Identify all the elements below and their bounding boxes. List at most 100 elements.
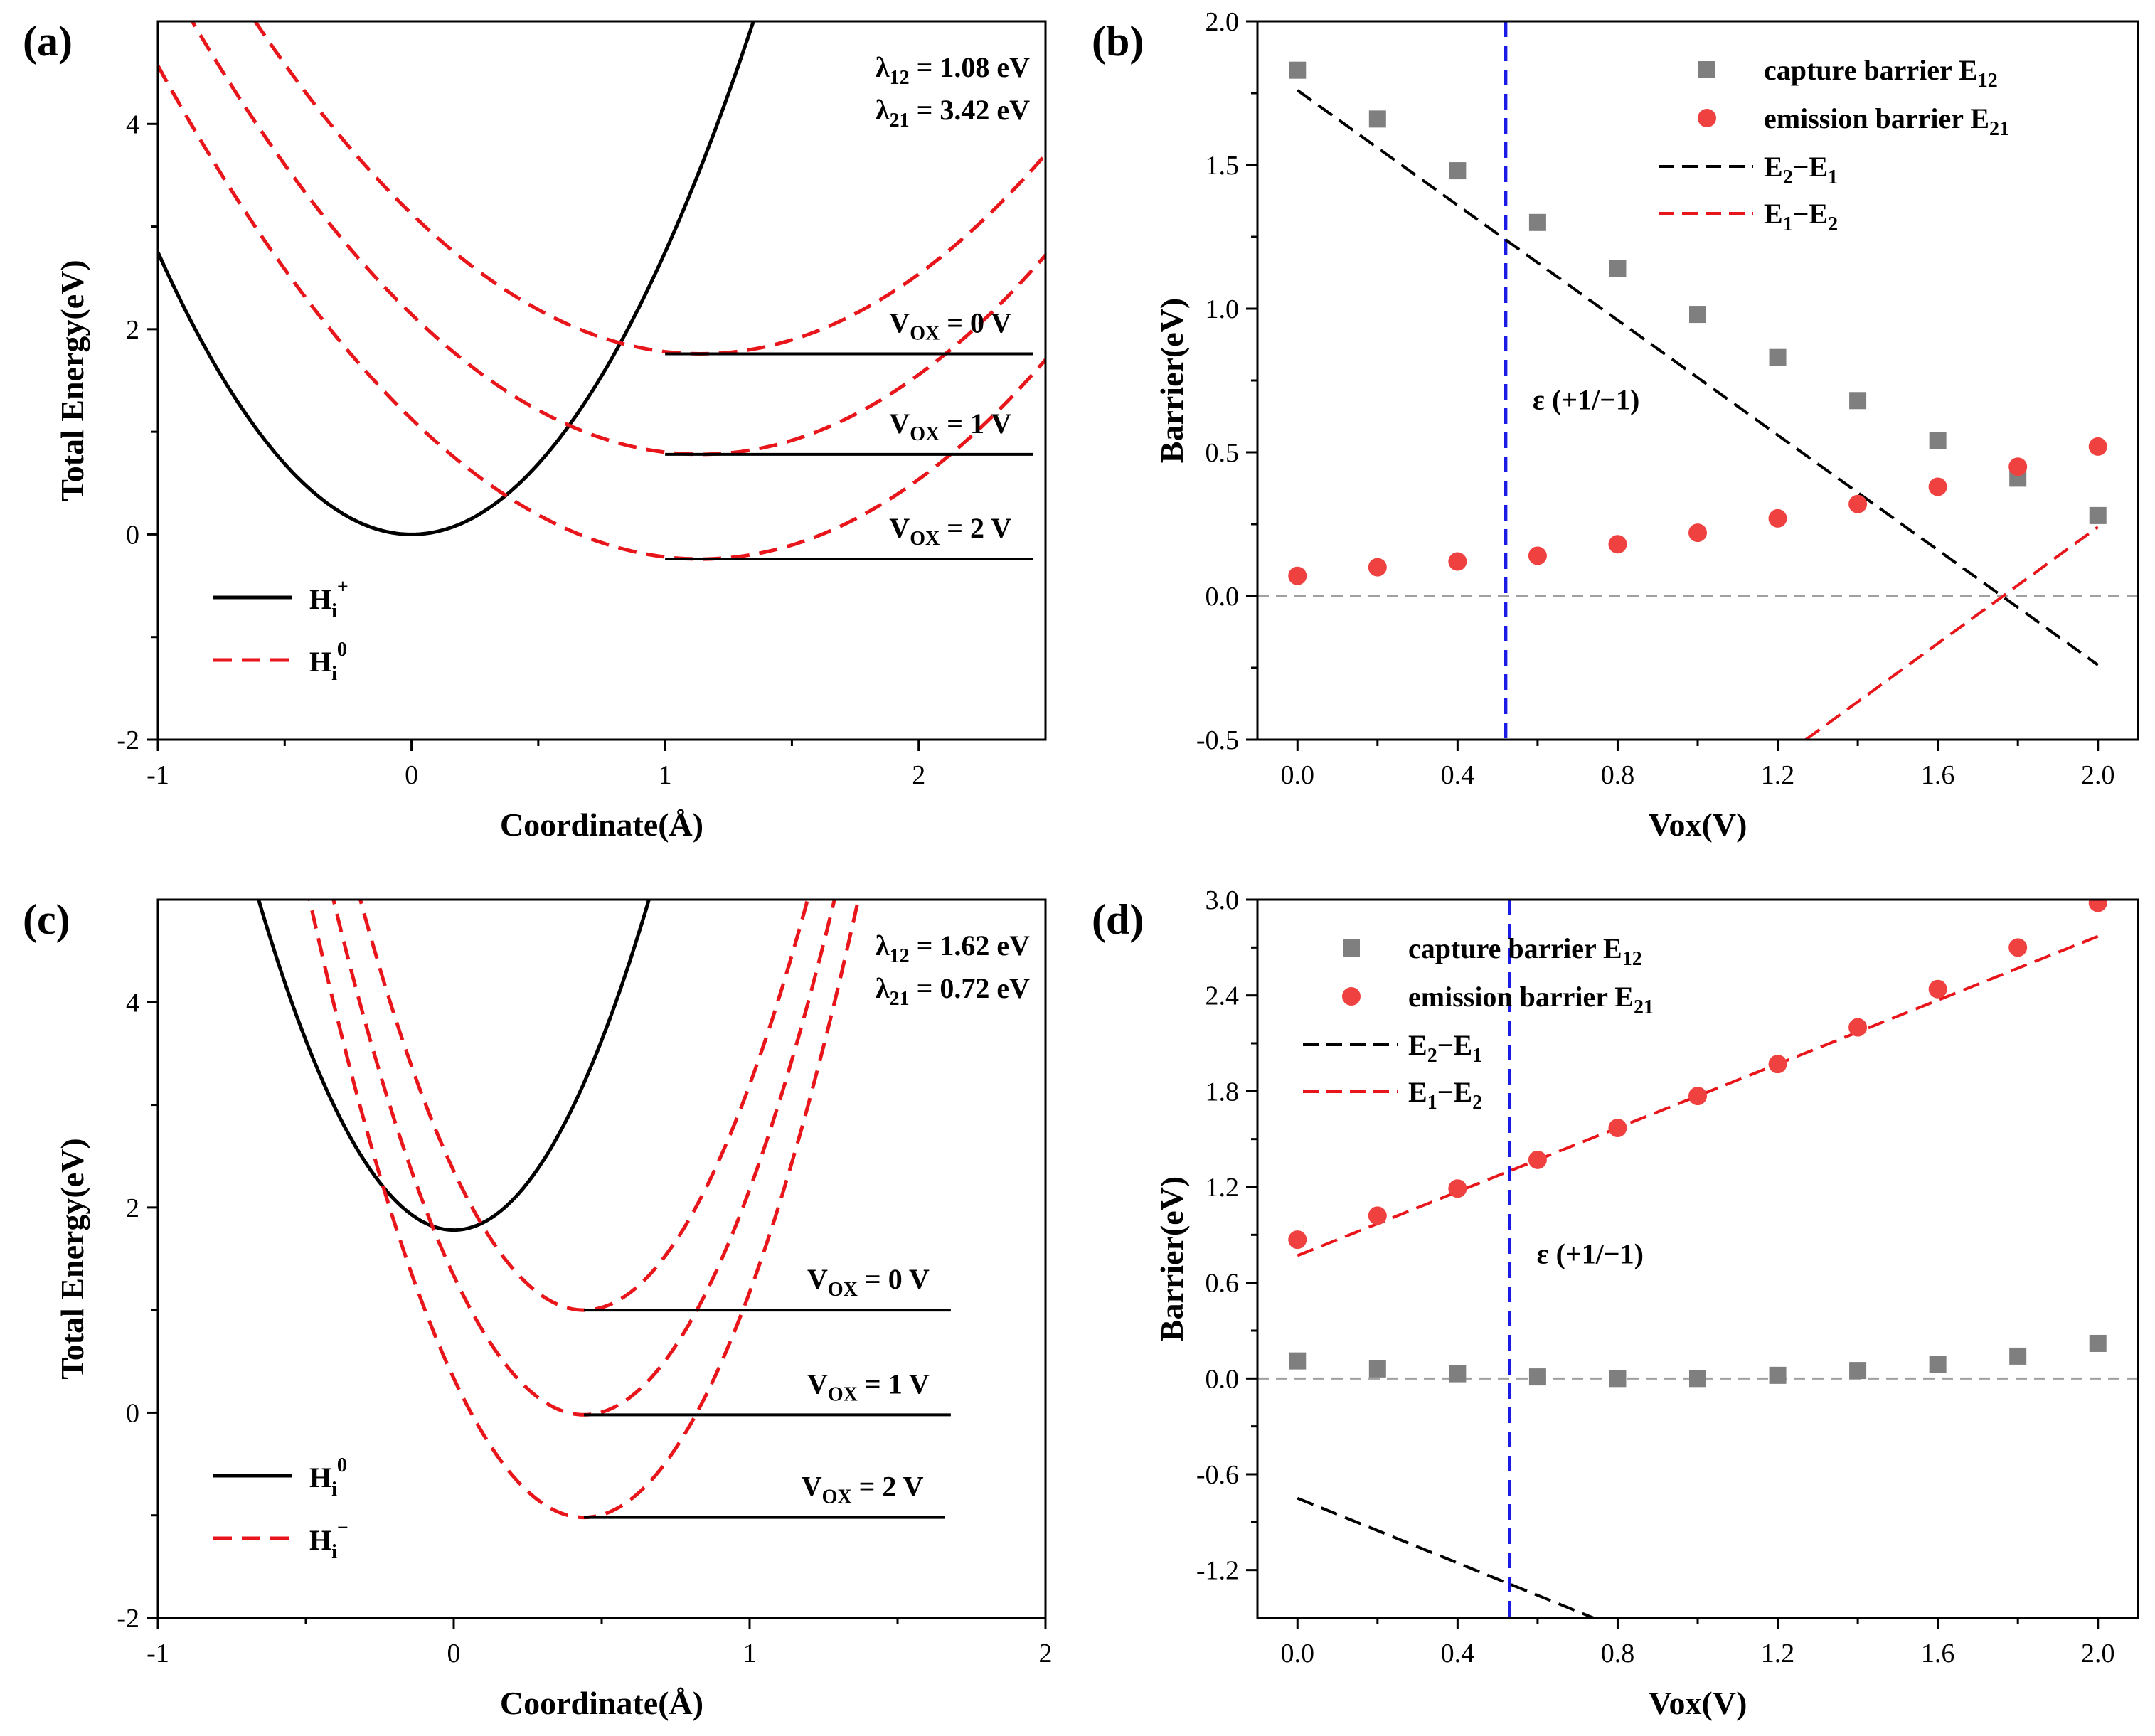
text-part: 12 — [1978, 70, 1998, 92]
text-part: E — [1408, 1076, 1427, 1108]
curve-a-solid — [158, 21, 755, 536]
legend-circle-marker — [1342, 987, 1361, 1006]
capture-barrier-point — [1929, 432, 1947, 449]
text-part: H — [309, 646, 331, 678]
emission-barrier-point — [1608, 1118, 1627, 1137]
level-label: VOX = 2 V — [889, 512, 1011, 550]
legend-label: Hi+ — [309, 576, 348, 622]
lambda-annotation: λ12 = 1.08 eV — [876, 51, 1030, 89]
capture-barrier-point — [1289, 61, 1307, 79]
text-part: = 1.08 eV — [910, 51, 1031, 83]
emission-barrier-point — [2008, 938, 2028, 957]
fit-line-e2-e1 — [1297, 1496, 1595, 1618]
text-part: 12 — [890, 67, 910, 89]
capture-barrier-point — [1528, 213, 1546, 231]
text-part: emission barrier E — [1764, 102, 1989, 134]
legend-label: Hi− — [309, 1517, 348, 1563]
curve-c-dashed-1 — [331, 900, 836, 1417]
fit-line-e2-e1 — [1297, 89, 2099, 666]
text-part: −E — [1437, 1029, 1472, 1061]
text-part: emission barrier E — [1408, 981, 1634, 1013]
x-tick-label: 2.0 — [2081, 760, 2115, 790]
legend-circle-marker — [1698, 109, 1716, 127]
capture-barrier-point — [1689, 1370, 1706, 1388]
text-part: i — [331, 1479, 337, 1501]
lambda-annotation: λ21 = 3.42 eV — [876, 94, 1030, 132]
text-part: H — [309, 1461, 331, 1493]
text-part: OX — [828, 1383, 858, 1405]
text-part: 2 — [1783, 166, 1793, 188]
plot-frame — [156, 898, 1047, 1619]
text-part: 0 — [337, 1454, 347, 1476]
transition-level-label: ε (+1/−1) — [1533, 383, 1639, 415]
legend-label: emission barrier E21 — [1764, 102, 2009, 140]
plot-area — [158, 21, 1045, 561]
text-part: = 0.72 eV — [910, 972, 1031, 1004]
plot-area — [1257, 21, 2138, 740]
capture-barrier-point — [1769, 1366, 1787, 1384]
text-part: −E — [1793, 198, 1828, 230]
text-part: 12 — [890, 945, 910, 967]
plot-area — [1257, 900, 2138, 1618]
text-part: λ — [876, 51, 890, 83]
capture-barrier-point — [1449, 1365, 1467, 1383]
emission-barrier-point — [2088, 437, 2107, 456]
x-tick-label: 1.2 — [1761, 1639, 1795, 1668]
capture-barrier-point — [1929, 1356, 1947, 1373]
y-tick-label: 0 — [126, 520, 139, 550]
y-axis-label: Total Energy(eV) — [54, 260, 90, 501]
text-part: H — [309, 1524, 331, 1556]
x-tick-label: 1.2 — [1761, 760, 1795, 790]
y-tick-label: 2.4 — [1206, 981, 1240, 1011]
y-tick-label: 0 — [126, 1398, 139, 1428]
x-tick-label: 0.0 — [1281, 760, 1315, 790]
emission-barrier-point — [1368, 558, 1387, 577]
y-tick-label: 0.5 — [1206, 438, 1240, 468]
x-tick-label: 2 — [912, 760, 925, 790]
emission-barrier-point — [1848, 1018, 1868, 1037]
x-tick-label: 2.0 — [2081, 1639, 2115, 1668]
capture-barrier-point — [1368, 1360, 1386, 1378]
legend-label: E2−E1 — [1764, 151, 1838, 188]
y-tick-label: -0.5 — [1196, 725, 1239, 755]
capture-barrier-point — [2089, 1334, 2107, 1352]
y-tick-label: 2.0 — [1206, 7, 1240, 37]
panel-label: (b) — [1092, 18, 1144, 65]
x-tick-label: 0.4 — [1441, 1639, 1475, 1668]
emission-barrier-point — [1368, 1206, 1387, 1225]
legend-square-marker — [1698, 61, 1715, 78]
y-tick-label: 1.2 — [1206, 1173, 1240, 1203]
text-part: = 1 V — [858, 1368, 930, 1400]
y-tick-label: -1.2 — [1196, 1556, 1239, 1586]
legend-label: Hi0 — [309, 639, 347, 685]
text-part: 0 — [337, 639, 347, 661]
x-tick-label: 0.8 — [1601, 760, 1635, 790]
text-part: = 2 V — [940, 512, 1011, 544]
legend-label: emission barrier E21 — [1408, 981, 1654, 1018]
text-part: V — [807, 1263, 828, 1295]
text-part: 2 — [1427, 1045, 1437, 1067]
x-tick-label: 0 — [447, 1639, 461, 1668]
curve-a-dashed-2 — [158, 64, 1045, 561]
text-part: 1 — [1828, 166, 1838, 188]
fit-line-e1-e2 — [1297, 934, 2099, 1257]
text-part: OX — [828, 1279, 858, 1301]
y-tick-label: 4 — [126, 110, 139, 139]
emission-barrier-point — [1288, 1230, 1307, 1250]
curve-c-solid — [257, 900, 651, 1232]
capture-barrier-point — [1528, 1368, 1546, 1386]
text-part: capture barrier E — [1764, 54, 1978, 86]
emission-barrier-point — [2008, 457, 2028, 476]
text-part: −E — [1437, 1076, 1472, 1108]
text-part: = 2 V — [852, 1471, 924, 1503]
y-tick-label: 2 — [126, 315, 139, 345]
emission-barrier-point — [1688, 523, 1707, 543]
x-axis-label: Vox(V) — [1649, 806, 1747, 843]
text-part: H — [309, 583, 331, 615]
level-label: VOX = 0 V — [807, 1263, 930, 1301]
emission-barrier-point — [1768, 508, 1787, 528]
curve-a-dashed-1 — [190, 21, 1045, 457]
